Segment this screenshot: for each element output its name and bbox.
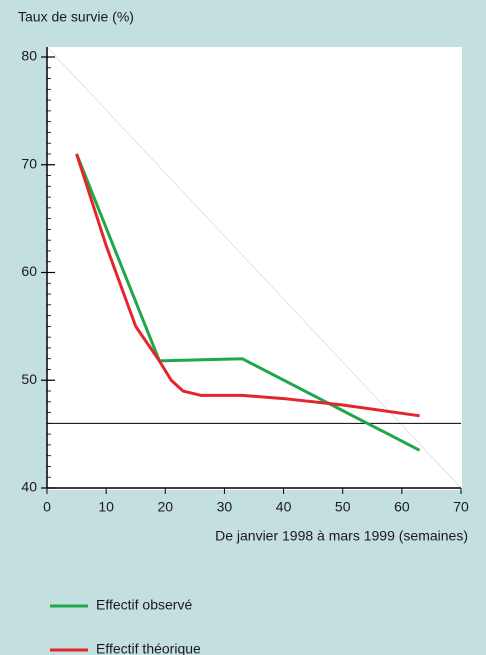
y-tick-label: 40 — [21, 479, 37, 495]
x-tick-label: 50 — [335, 499, 351, 515]
diagonal-guide — [46, 46, 462, 489]
x-tick-label: 60 — [394, 499, 410, 515]
y-tick-label: 80 — [21, 48, 37, 64]
x-tick-label: 20 — [157, 499, 173, 515]
legend-label: Effectif théorique — [96, 641, 201, 655]
y-tick-label: 70 — [21, 155, 37, 171]
x-tick-label: 0 — [43, 499, 51, 515]
x-tick-label: 10 — [98, 499, 114, 515]
series-line — [75, 153, 420, 418]
x-tick-label: 40 — [276, 499, 292, 515]
x-tick-label: 70 — [453, 499, 469, 515]
x-axis-title: De janvier 1998 à mars 1999 (semaines) — [215, 528, 468, 544]
y-tick-label: 50 — [21, 371, 37, 387]
y-tick-label: 60 — [21, 263, 37, 279]
legend-label: Effectif observé — [96, 597, 192, 613]
x-tick-label: 30 — [217, 499, 233, 515]
y-axis-title: Taux de survie (%) — [18, 9, 134, 25]
